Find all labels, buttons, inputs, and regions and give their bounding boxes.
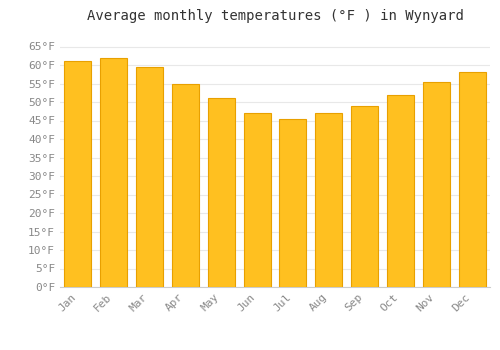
Bar bbox=[280, 119, 306, 287]
Bar bbox=[423, 82, 450, 287]
Bar bbox=[458, 72, 485, 287]
Bar bbox=[172, 84, 199, 287]
Bar bbox=[100, 58, 127, 287]
Bar bbox=[208, 98, 234, 287]
Bar bbox=[316, 113, 342, 287]
Bar bbox=[351, 106, 378, 287]
Title: Average monthly temperatures (°F ) in Wynyard: Average monthly temperatures (°F ) in Wy… bbox=[86, 9, 464, 23]
Bar bbox=[244, 113, 270, 287]
Bar bbox=[64, 61, 92, 287]
Bar bbox=[387, 94, 414, 287]
Bar bbox=[136, 67, 163, 287]
